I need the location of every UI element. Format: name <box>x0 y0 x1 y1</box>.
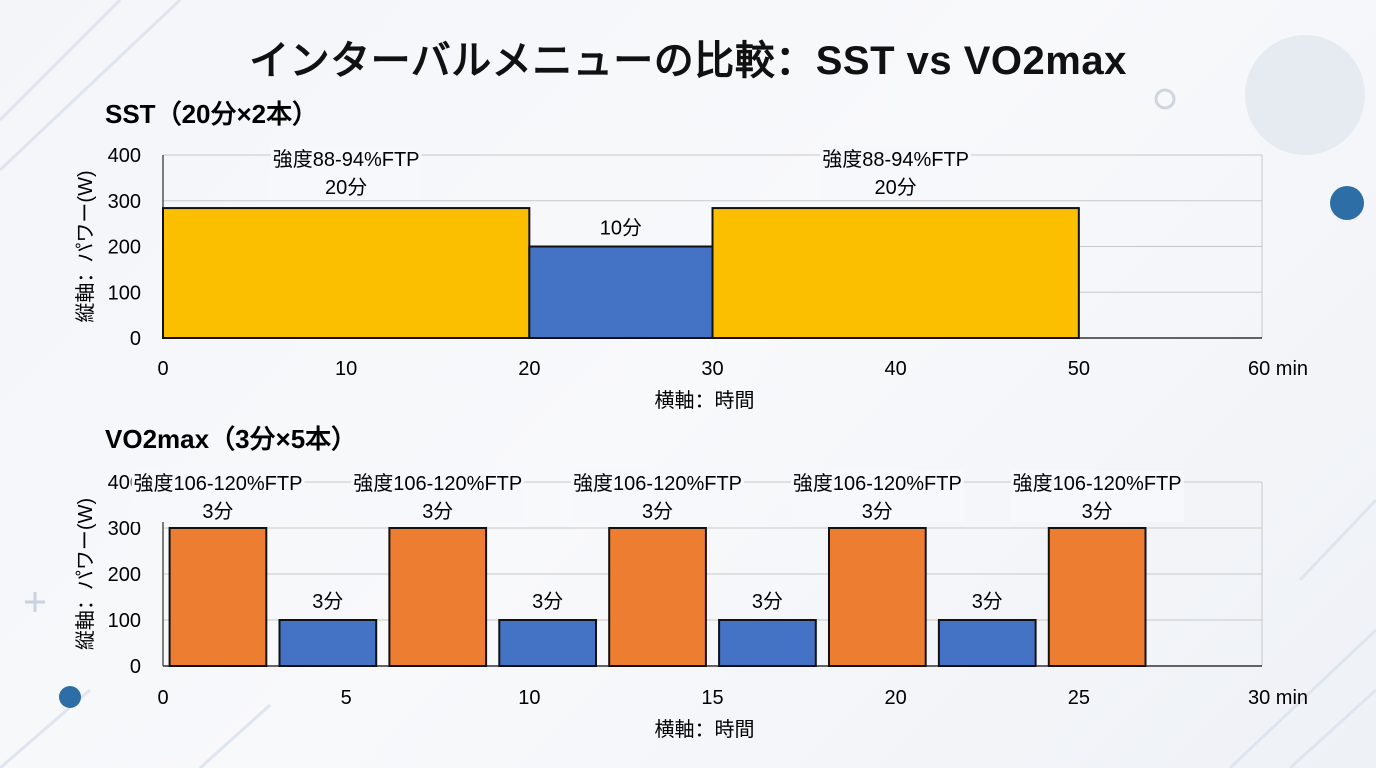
rest-bar <box>937 619 1037 667</box>
intensity-label: 強度88-94%FTP <box>273 148 420 171</box>
y-tick-label: 0 <box>130 328 141 350</box>
y-tick-label: 400 <box>108 145 141 167</box>
duration-label: 3分 <box>972 590 1003 613</box>
chart-title: VO2max（3分×5本） <box>105 424 357 454</box>
x-tick-label: 20 <box>885 687 907 709</box>
x-tick-label: 10 <box>335 358 357 380</box>
x-tick-label: 15 <box>701 687 723 709</box>
x-tick-label: 0 <box>157 358 168 380</box>
x-tick-label: 5 <box>341 687 352 709</box>
rest-bar <box>498 619 598 667</box>
x-tick-label: 20 <box>518 358 540 380</box>
intensity-label: 強度106-120%FTP <box>133 472 302 495</box>
intensity-label: 強度106-120%FTP <box>793 472 962 495</box>
work-bar <box>1047 527 1147 667</box>
decor-dot <box>59 686 81 708</box>
y-tick-label: 200 <box>108 564 141 586</box>
x-axis-label: 横軸：時間 <box>655 718 755 741</box>
y-axis-label: 縦軸：パワー(W) <box>74 498 97 650</box>
duration-label: 20分 <box>875 176 917 199</box>
label-background <box>1010 470 1184 522</box>
label-background <box>571 470 745 522</box>
duration-label: 3分 <box>422 500 453 523</box>
intensity-label: 強度106-120%FTP <box>1013 472 1182 495</box>
x-tick-label: 30 <box>701 358 723 380</box>
y-tick-label: 300 <box>108 518 141 540</box>
x-tick-label: 30 min <box>1248 687 1308 709</box>
work-bar <box>162 207 531 339</box>
duration-label: 3分 <box>862 500 893 523</box>
intensity-label: 強度106-120%FTP <box>573 472 742 495</box>
y-axis-label: 縦軸：パワー(W) <box>74 170 97 322</box>
duration-label: 3分 <box>202 500 233 523</box>
page-title: インターバルメニューの比較：SST vs VO2max <box>249 39 1127 83</box>
duration-label: 20分 <box>325 176 367 199</box>
decor-dot <box>1330 186 1364 220</box>
rest-bar <box>278 619 378 667</box>
duration-label: 10分 <box>600 217 642 240</box>
y-tick-label: 200 <box>108 237 141 259</box>
chart-sst: SST（20分×2本） 0 100 200 300 400 0 10 20 30 40 50 60 mi… <box>74 99 1308 412</box>
x-axis-label: 横軸：時間 <box>655 389 755 412</box>
work-bar <box>608 527 707 667</box>
rest-bar <box>718 619 817 667</box>
work-bar <box>388 527 488 667</box>
intensity-label: 強度88-94%FTP <box>822 148 969 171</box>
y-tick-label: 0 <box>130 656 141 678</box>
x-tick-label: 50 <box>1068 358 1090 380</box>
work-bar <box>168 527 268 667</box>
x-tick-label: 40 <box>885 358 907 380</box>
x-tick-label: 25 <box>1068 687 1090 709</box>
work-bar <box>711 207 1080 339</box>
work-bar <box>827 527 927 667</box>
rest-bar <box>528 245 714 339</box>
label-background <box>131 470 305 522</box>
chart-title: SST（20分×2本） <box>105 99 318 129</box>
label-background <box>351 470 525 522</box>
duration-label: 3分 <box>532 590 563 613</box>
duration-label: 3分 <box>312 590 343 613</box>
label-background <box>270 146 422 200</box>
duration-label: 3分 <box>642 500 673 523</box>
duration-label: 3分 <box>1082 500 1113 523</box>
y-tick-label: 100 <box>108 610 141 632</box>
label-background <box>790 470 964 522</box>
decor-circle <box>1245 35 1365 155</box>
x-tick-label: 0 <box>157 687 168 709</box>
duration-label: 3分 <box>752 590 783 613</box>
intensity-label: 強度106-120%FTP <box>353 472 522 495</box>
x-tick-label: 10 <box>518 687 540 709</box>
x-tick-label: 60 min <box>1248 358 1308 380</box>
y-tick-label: 100 <box>108 282 141 304</box>
label-background <box>820 146 972 200</box>
y-tick-label: 300 <box>108 191 141 213</box>
